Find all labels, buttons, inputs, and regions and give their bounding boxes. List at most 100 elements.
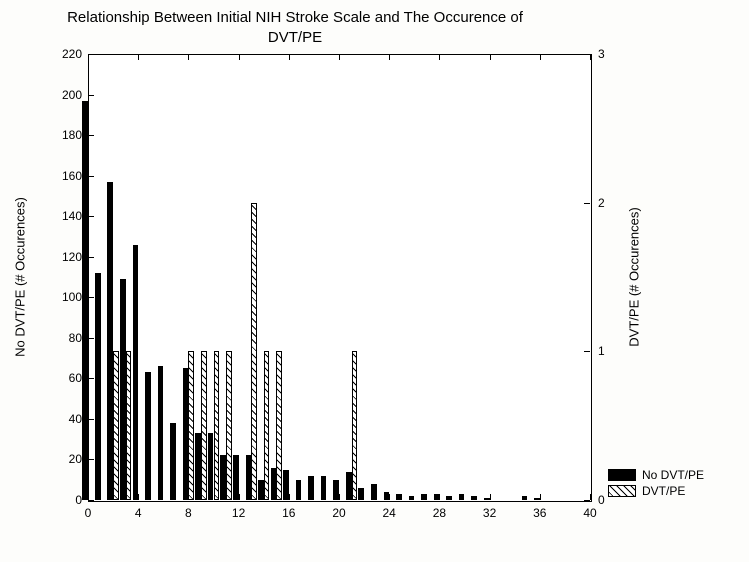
y-right-tick	[584, 500, 590, 501]
x-tick-top	[389, 54, 390, 60]
bar-no-dvt	[446, 496, 452, 500]
y-left-tick	[88, 216, 94, 217]
x-tick-label: 28	[429, 506, 449, 520]
x-tick-top	[439, 54, 440, 60]
x-tick-label: 4	[128, 506, 148, 520]
bar-dvt	[201, 351, 207, 500]
legend-label: No DVT/PE	[642, 468, 704, 482]
y-left-tick	[88, 378, 94, 379]
bar-no-dvt	[170, 423, 176, 500]
y-left-tick-label: 20	[52, 452, 82, 466]
bar-no-dvt	[296, 480, 302, 500]
x-tick-top	[239, 54, 240, 60]
x-tick	[339, 494, 340, 500]
bar-no-dvt	[321, 476, 327, 500]
y-right-tick	[584, 54, 590, 55]
x-tick-label: 36	[530, 506, 550, 520]
bar-no-dvt	[145, 372, 151, 500]
bar-no-dvt	[233, 455, 239, 500]
bar-dvt	[352, 351, 358, 500]
bar-no-dvt	[459, 494, 465, 500]
x-tick	[490, 494, 491, 500]
y-left-tick-label: 180	[52, 128, 82, 142]
legend-swatch-solid	[608, 469, 636, 481]
x-tick-label: 32	[480, 506, 500, 520]
x-tick-label: 40	[580, 506, 600, 520]
x-tick-top	[138, 54, 139, 60]
x-tick-label: 0	[78, 506, 98, 520]
bar-no-dvt	[82, 101, 88, 500]
bar-no-dvt	[471, 496, 477, 500]
y-left-tick	[88, 459, 94, 460]
bar-no-dvt	[534, 498, 540, 500]
x-tick	[590, 494, 591, 500]
bar-no-dvt	[396, 494, 402, 500]
x-tick	[239, 494, 240, 500]
y-left-tick-label: 80	[52, 331, 82, 345]
x-tick	[439, 494, 440, 500]
y-left-tick-label: 100	[52, 290, 82, 304]
y-left-tick	[88, 135, 94, 136]
y-left-tick-label: 220	[52, 47, 82, 61]
y-left-tick-label: 160	[52, 169, 82, 183]
bar-no-dvt	[158, 366, 164, 500]
bar-dvt	[226, 351, 232, 500]
y-left-tick	[88, 500, 94, 501]
bar-no-dvt	[409, 496, 415, 500]
x-tick-top	[490, 54, 491, 60]
y-axis-right-label: DVT/PE (# Occurences)	[627, 207, 642, 346]
bar-no-dvt	[384, 492, 390, 500]
y-left-tick-label: 60	[52, 371, 82, 385]
y-right-tick-label: 3	[598, 47, 618, 61]
bar-dvt	[276, 351, 282, 500]
y-right-tick-label: 1	[598, 344, 618, 358]
legend-label: DVT/PE	[642, 484, 685, 498]
y-left-tick	[88, 257, 94, 258]
x-tick-top	[339, 54, 340, 60]
y-left-tick-label: 120	[52, 250, 82, 264]
x-tick-label: 20	[329, 506, 349, 520]
bar-dvt	[126, 351, 132, 500]
x-tick-top	[540, 54, 541, 60]
y-left-tick-label: 0	[52, 493, 82, 507]
x-tick-top	[590, 54, 591, 60]
bar-no-dvt	[484, 498, 490, 500]
plot-area	[88, 54, 592, 502]
bar-no-dvt	[434, 494, 440, 500]
bar-dvt	[113, 351, 119, 500]
bar-no-dvt	[133, 245, 139, 500]
y-left-tick	[88, 54, 94, 55]
y-right-tick-label: 0	[598, 493, 618, 507]
y-left-tick	[88, 419, 94, 420]
bar-no-dvt	[95, 273, 101, 500]
y-right-tick	[584, 351, 590, 352]
bar-no-dvt	[522, 496, 528, 500]
bar-dvt	[214, 351, 220, 500]
y-left-tick	[88, 95, 94, 96]
x-tick	[540, 494, 541, 500]
bar-no-dvt	[371, 484, 377, 500]
x-tick	[389, 494, 390, 500]
y-left-tick-label: 140	[52, 209, 82, 223]
x-tick-label: 24	[379, 506, 399, 520]
x-tick-label: 16	[279, 506, 299, 520]
chart-title: Relationship Between Initial NIH Stroke …	[0, 8, 590, 49]
y-axis-left-label: No DVT/PE (# Occurences)	[13, 197, 28, 357]
y-right-tick-label: 2	[598, 196, 618, 210]
y-left-tick-label: 200	[52, 88, 82, 102]
y-right-tick	[584, 203, 590, 204]
bar-no-dvt	[333, 480, 339, 500]
legend-item-no-dvt: No DVT/PE	[608, 468, 704, 482]
x-tick-top	[289, 54, 290, 60]
bar-dvt	[251, 203, 257, 500]
bar-no-dvt	[308, 476, 314, 500]
x-tick-label: 8	[178, 506, 198, 520]
bar-no-dvt	[358, 488, 364, 500]
legend-item-dvt: DVT/PE	[608, 484, 704, 498]
bar-no-dvt	[421, 494, 427, 500]
legend: No DVT/PE DVT/PE	[608, 468, 704, 500]
y-left-tick	[88, 297, 94, 298]
bar-dvt	[264, 351, 270, 500]
x-tick-label: 12	[229, 506, 249, 520]
y-left-tick-label: 40	[52, 412, 82, 426]
